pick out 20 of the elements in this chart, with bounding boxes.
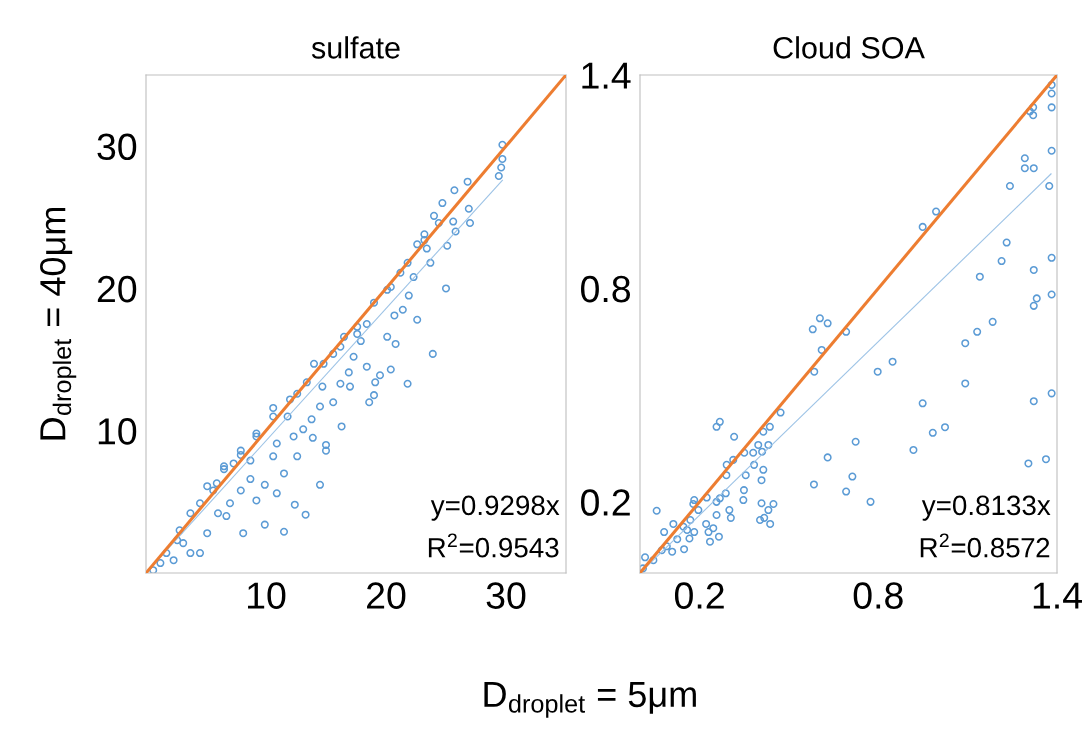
annotation: R$^{2}$=0.8572 bbox=[920, 533, 1050, 558]
x-tick-label: 10 bbox=[248, 582, 286, 609]
y-tick-label: 20 bbox=[97, 275, 137, 303]
y-tick-label: 0.8 bbox=[581, 275, 631, 303]
y-axis-title: D$_{droplet}$ = 40μm bbox=[40, 207, 77, 440]
annotation: y=0.8133x bbox=[921, 495, 1051, 521]
x-tick-label: 0.2 bbox=[674, 582, 724, 609]
chart-title: sulfate bbox=[311, 36, 400, 59]
x-tick-label: 0.8 bbox=[853, 582, 903, 609]
annotation: y=0.9298x bbox=[430, 495, 560, 521]
x-tick-label: 20 bbox=[367, 582, 406, 609]
y-tick-label: 0.2 bbox=[581, 489, 630, 516]
y-tick-label: 30 bbox=[97, 133, 137, 161]
annotation: R$^{2}$=0.9543 bbox=[428, 533, 559, 558]
y-tick-label: 10 bbox=[98, 418, 137, 445]
x-axis-title: D$_{droplet}$ = 5μm bbox=[484, 681, 696, 718]
y-tick-label: 1.4 bbox=[582, 62, 631, 89]
chart-title: Cloud SOA bbox=[773, 36, 925, 59]
x-tick-label: 30 bbox=[486, 582, 526, 609]
x-tick-label: 1.4 bbox=[1033, 582, 1082, 609]
